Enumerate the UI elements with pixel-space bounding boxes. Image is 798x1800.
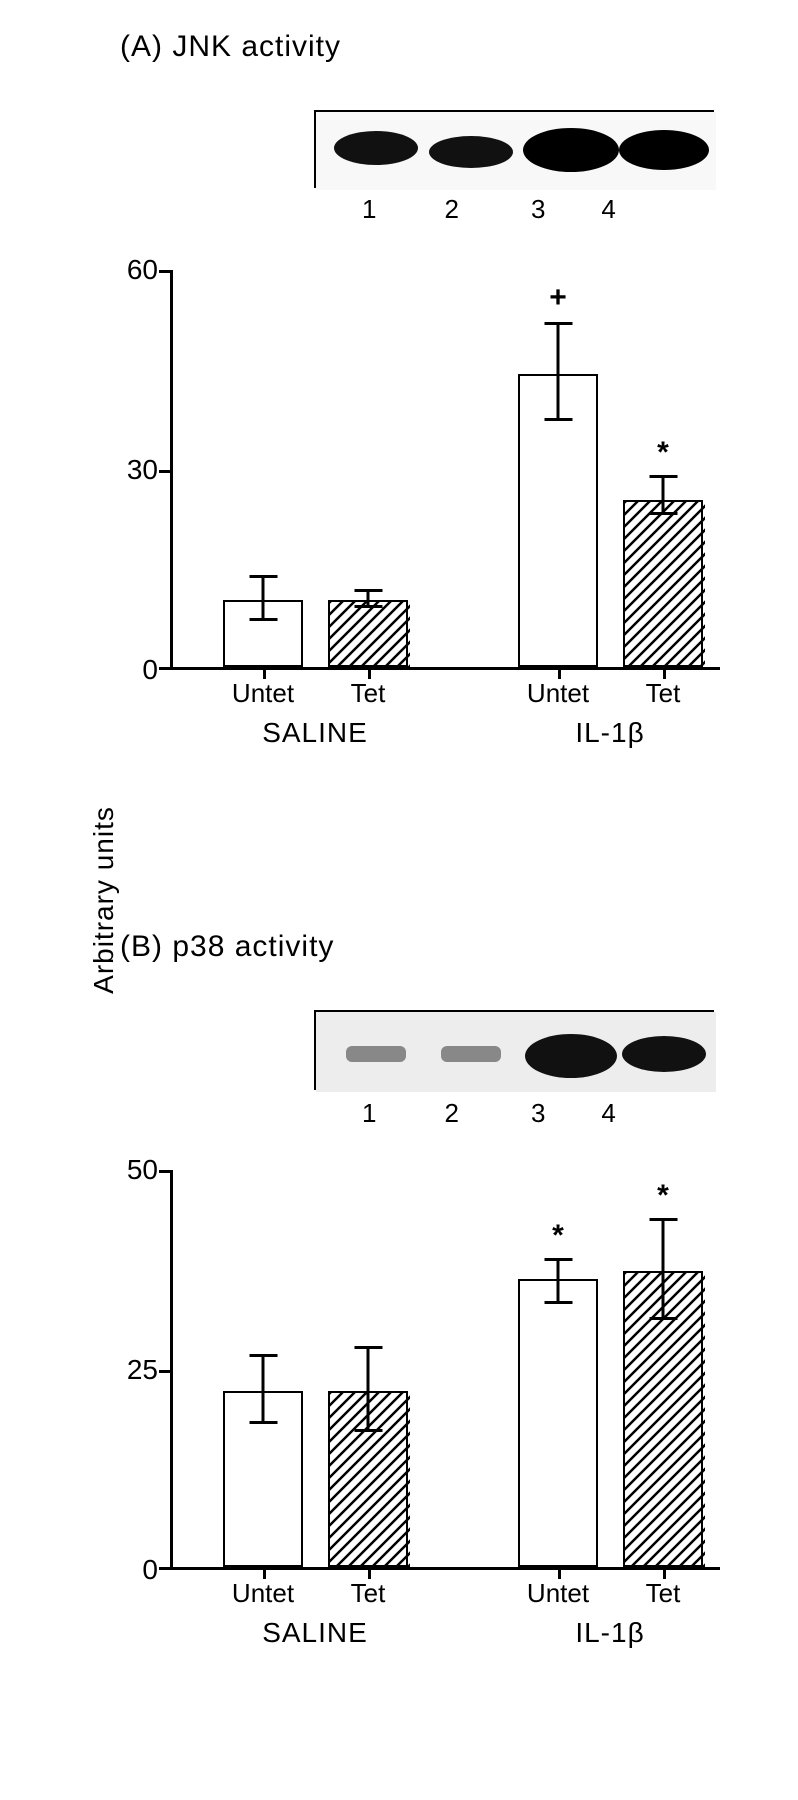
- error-bar: [662, 1221, 665, 1269]
- error-bar: [662, 1269, 665, 1317]
- y-tick: [159, 1370, 173, 1373]
- y-tick: [159, 470, 173, 473]
- error-bar: [557, 1261, 560, 1277]
- x-label: Untet: [527, 678, 589, 709]
- error-bar: [557, 325, 560, 372]
- significance-marker: *: [552, 1219, 564, 1253]
- panel-B-chart: 50 25 0: [170, 1170, 720, 1570]
- lane-label: 1: [362, 194, 376, 225]
- x-label: Untet: [232, 1578, 294, 1609]
- lane-label: 2: [444, 1098, 458, 1129]
- error-bar: [262, 578, 265, 598]
- x-label: Tet: [646, 1578, 681, 1609]
- panel-A-title: (A) JNK activity: [120, 30, 750, 64]
- significance-marker: *: [657, 436, 669, 470]
- bar-il1b-tet: *: [623, 500, 703, 667]
- y-tick-label: 60: [103, 254, 158, 286]
- error-bar: [557, 372, 560, 419]
- error-bar: [662, 498, 665, 511]
- lane-label: 4: [601, 194, 615, 225]
- x-label: Tet: [351, 678, 386, 709]
- x-label: Tet: [646, 678, 681, 709]
- error-bar: [367, 592, 370, 599]
- y-tick-label: 30: [103, 454, 158, 486]
- group-label: SALINE: [262, 1617, 368, 1649]
- x-label: Untet: [527, 1578, 589, 1609]
- group-label: SALINE: [262, 717, 368, 749]
- bar-saline-untet: [223, 1391, 303, 1567]
- error-bar: [262, 1389, 265, 1421]
- panel-A-blot-labels: 1 2 3 4: [362, 194, 616, 225]
- x-label: Tet: [351, 1578, 386, 1609]
- error-bar: [262, 1357, 265, 1389]
- y-tick-label: 0: [103, 654, 158, 686]
- bar-il1b-untet: +: [518, 374, 598, 667]
- lane-label: 2: [444, 194, 458, 225]
- group-label: IL-1β: [575, 717, 644, 749]
- error-bar: [262, 598, 265, 618]
- y-tick: [159, 1567, 173, 1570]
- significance-marker: *: [657, 1179, 669, 1213]
- bar-il1b-tet: *: [623, 1271, 703, 1567]
- panel-B-blot-labels: 1 2 3 4: [362, 1098, 616, 1129]
- panel-B-blot-svg: [316, 1012, 716, 1092]
- x-label: Untet: [232, 678, 294, 709]
- lane-label: 1: [362, 1098, 376, 1129]
- significance-marker: +: [549, 281, 567, 315]
- lane-label: 3: [531, 1098, 545, 1129]
- bar-saline-tet: [328, 600, 408, 667]
- lane-label: 4: [601, 1098, 615, 1129]
- lane-label: 3: [531, 194, 545, 225]
- bar-il1b-untet: *: [518, 1279, 598, 1567]
- panel-A-blot: [314, 110, 714, 188]
- group-label: IL-1β: [575, 1617, 644, 1649]
- y-tick-label: 0: [103, 1554, 158, 1586]
- error-bar: [367, 1349, 370, 1389]
- panel-B: (B) p38 activity 1 2 3 4 50 25 0: [90, 930, 750, 1800]
- bar-saline-tet: [328, 1391, 408, 1567]
- panel-B-blot: [314, 1010, 714, 1090]
- panel-A-chart: 60 30 0: [170, 270, 720, 670]
- panel-A: (A) JNK activity 1 2 3 4 60 30 0: [90, 30, 750, 900]
- figure-page: Arbitrary units (A) JNK activity 1 2 3 4…: [0, 0, 798, 1800]
- bar-saline-untet: [223, 600, 303, 667]
- y-tick: [159, 270, 173, 273]
- y-tick-label: 50: [103, 1154, 158, 1186]
- y-tick: [159, 667, 173, 670]
- panel-A-blot-svg: [316, 112, 716, 190]
- error-bar: [557, 1277, 560, 1301]
- y-tick-label: 25: [103, 1354, 158, 1386]
- error-bar: [662, 478, 665, 498]
- panel-B-title: (B) p38 activity: [120, 930, 750, 964]
- error-bar: [367, 1389, 370, 1429]
- y-tick: [159, 1170, 173, 1173]
- error-bar: [367, 598, 370, 605]
